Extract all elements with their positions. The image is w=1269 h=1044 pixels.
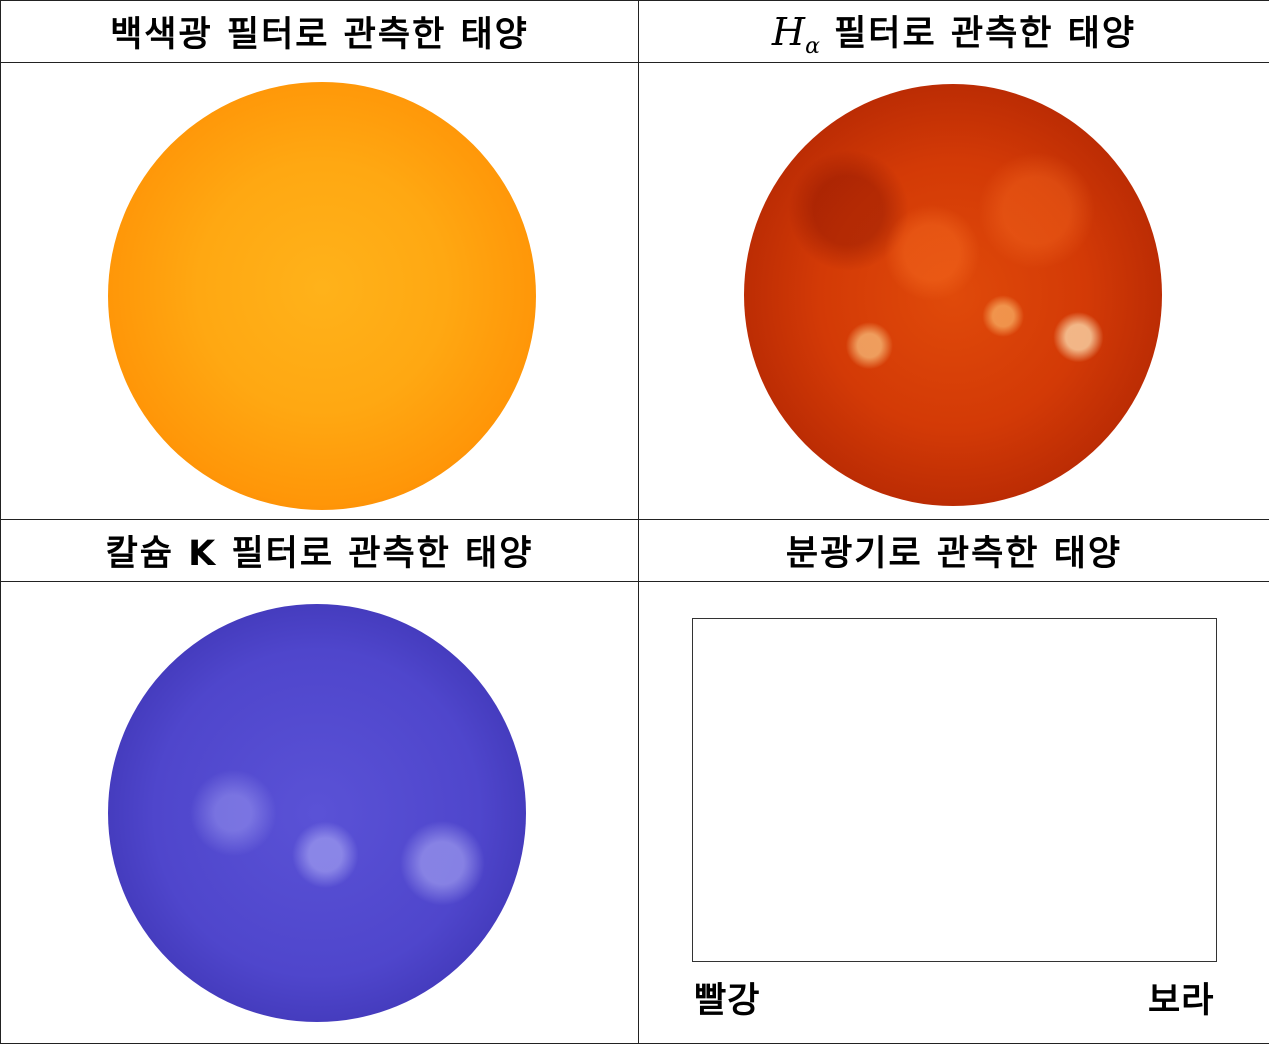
header-spectroscope: 분광기로 관측한 태양 <box>639 520 1269 582</box>
spectrum-red-label: 빨강 <box>694 972 760 1023</box>
spectrum-violet-label: 보라 <box>1148 972 1214 1023</box>
header-white-light: 백색광 필터로 관측한 태양 <box>1 1 639 63</box>
spectrum-drawing-box <box>692 618 1217 962</box>
header-row-1: 백색광 필터로 관측한 태양 Hα 필터로 관측한 태양 <box>1 1 1269 63</box>
header-spectroscope-text: 분광기로 관측한 태양 <box>786 534 1122 574</box>
h-alpha-subscript: α <box>805 34 820 59</box>
header-white-light-text: 백색광 필터로 관측한 태양 <box>110 15 529 55</box>
h-alpha-symbol: Hα <box>772 10 820 54</box>
h-alpha-main: H <box>772 10 805 54</box>
header-row-2: 칼슘 K 필터로 관측한 태양 분광기로 관측한 태양 <box>1 520 1269 582</box>
header-calcium-k-text: 칼슘 K 필터로 관측한 태양 <box>106 534 534 574</box>
header-calcium-k: 칼슘 K 필터로 관측한 태양 <box>1 520 639 582</box>
header-h-alpha-text: 필터로 관측한 태양 <box>820 14 1136 54</box>
calcium-k-sun-image <box>108 604 526 1022</box>
h-alpha-sun-image <box>744 84 1162 506</box>
header-h-alpha: Hα 필터로 관측한 태양 <box>639 1 1269 63</box>
white-light-sun-image <box>108 82 536 510</box>
